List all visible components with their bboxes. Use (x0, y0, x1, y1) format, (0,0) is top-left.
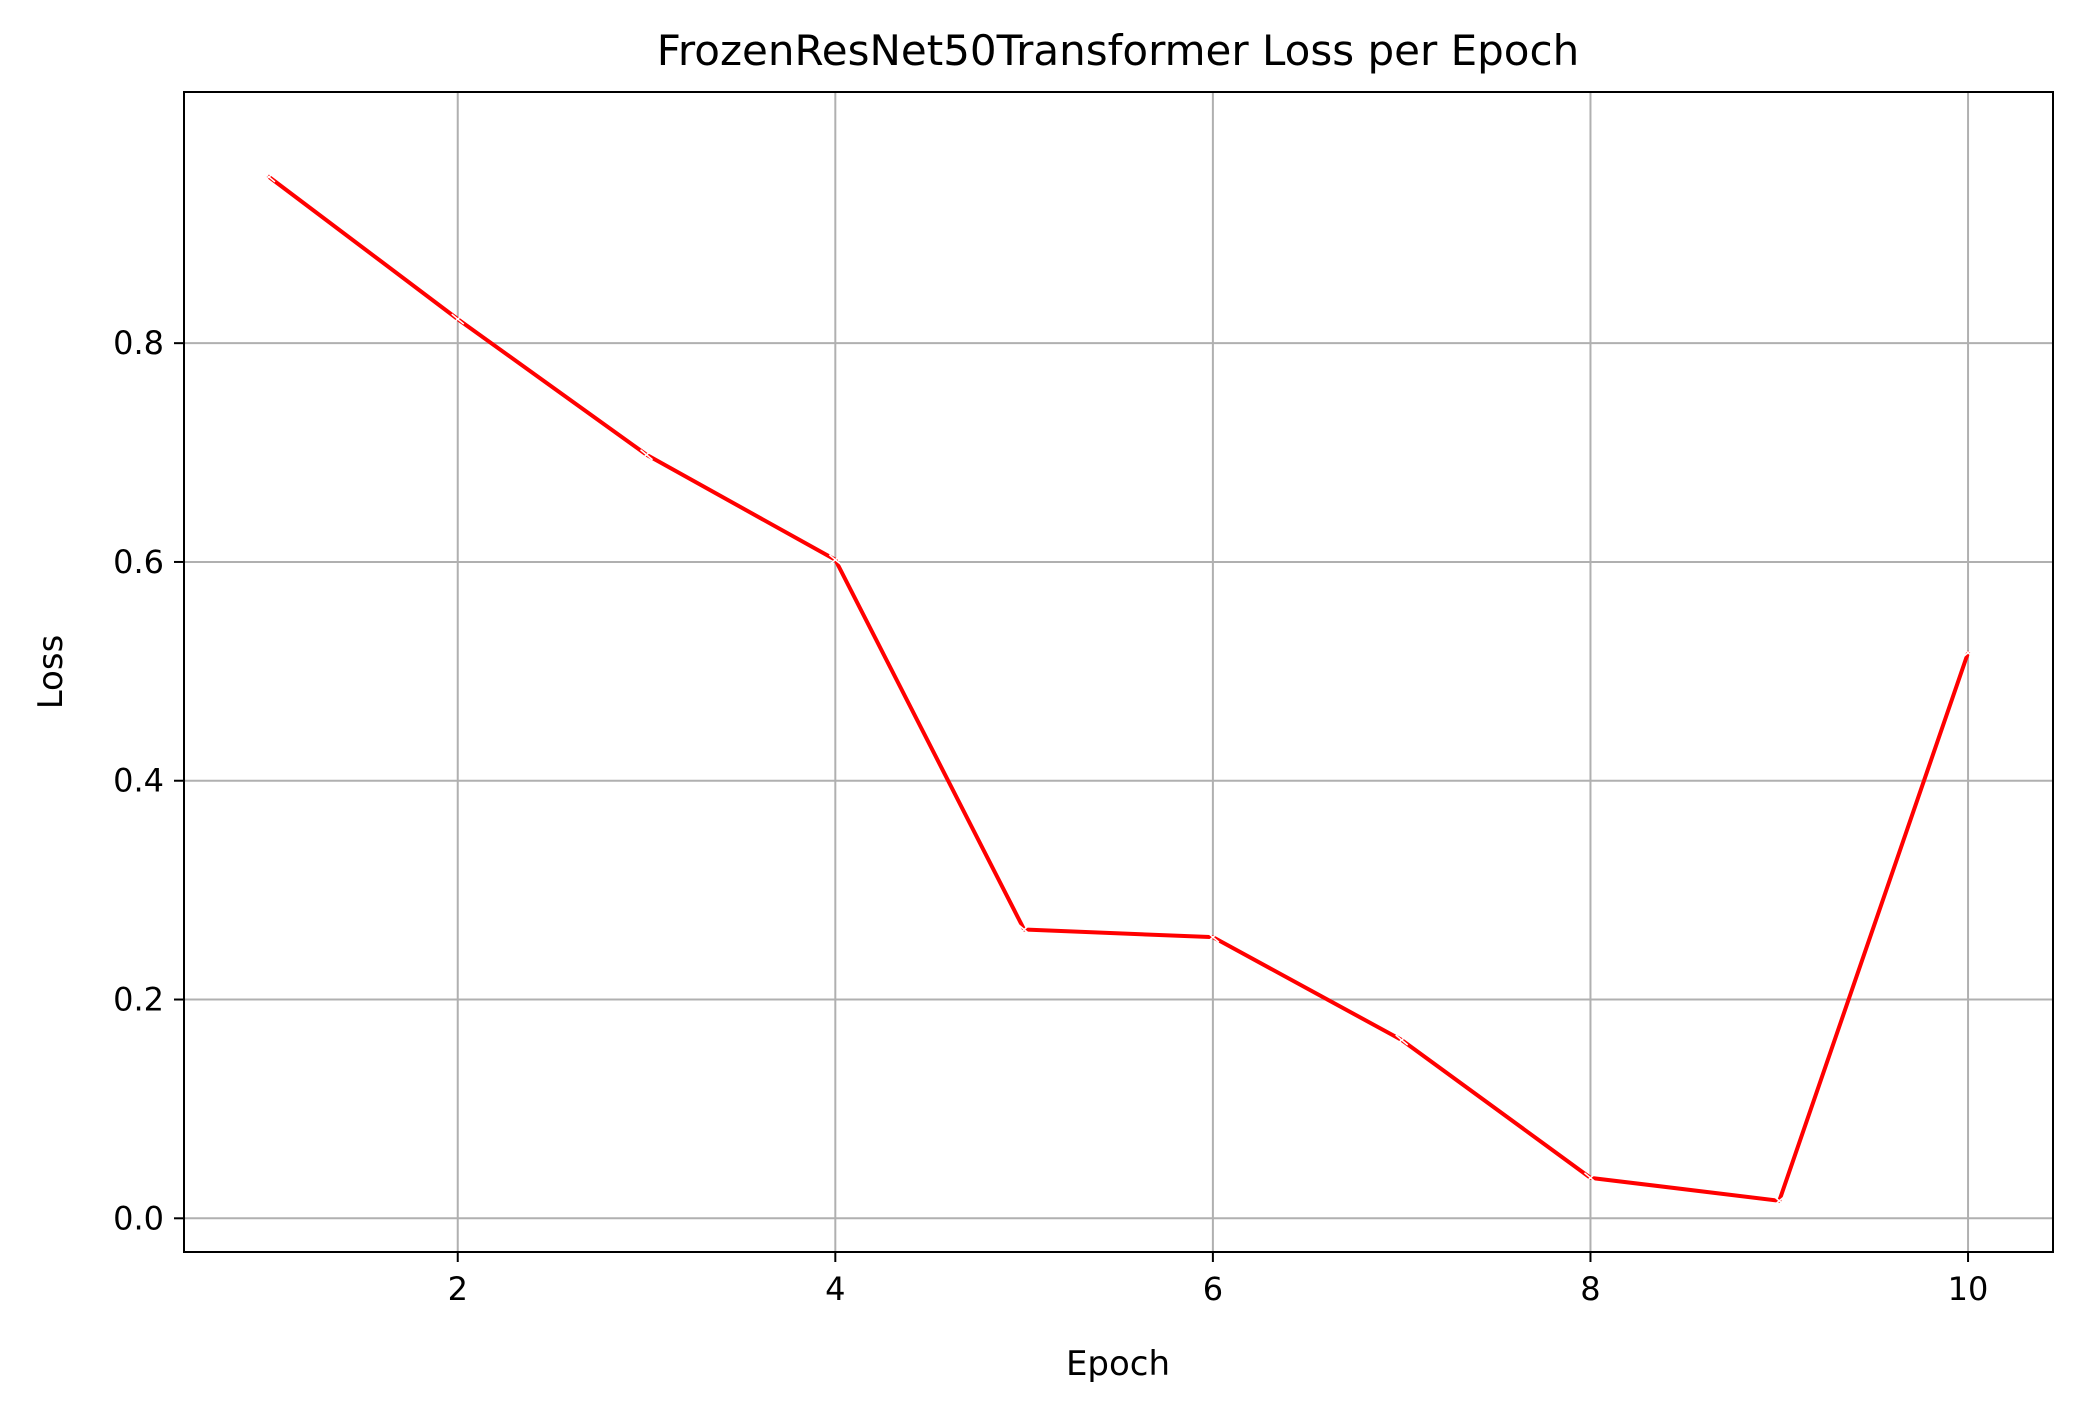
y-tick-label: 0.6 (113, 543, 164, 581)
x-tick-label: 8 (1580, 1270, 1600, 1308)
loss-point (1017, 923, 1031, 936)
y-axis-label: Loss (31, 635, 71, 710)
x-axis-ticks: 2 4 6 8 10 (448, 1252, 1989, 1308)
grid (184, 92, 2053, 1252)
plot-frame (183, 91, 2054, 1253)
y-axis-ticks: 0.0 0.2 0.4 0.6 0.8 (113, 324, 184, 1237)
loss-series-line (266, 174, 1971, 1203)
loss-point (1961, 647, 1975, 659)
x-tick-label: 4 (825, 1270, 845, 1308)
loss-point (1206, 931, 1220, 943)
loss-point (1583, 1172, 1597, 1184)
y-tick-label: 0.4 (113, 762, 164, 800)
loss-point (451, 313, 465, 325)
loss-point (262, 171, 276, 183)
x-tick-label: 6 (1203, 1270, 1223, 1308)
x-tick-label: 10 (1948, 1270, 1989, 1308)
y-tick-label: 0.2 (113, 981, 164, 1019)
y-tick-label: 0.8 (113, 324, 164, 362)
y-tick-label: 0.0 (113, 1199, 164, 1237)
loss-point (828, 554, 842, 566)
loss-point (1395, 1034, 1409, 1046)
x-tick-label: 2 (448, 1270, 468, 1308)
loss-point (640, 449, 654, 461)
series-layer (262, 171, 1975, 1207)
chart-title: FrozenResNet50Transformer Loss per Epoch (657, 26, 1579, 75)
loss-point (1772, 1195, 1786, 1207)
x-axis-label: Epoch (1066, 1344, 1170, 1384)
